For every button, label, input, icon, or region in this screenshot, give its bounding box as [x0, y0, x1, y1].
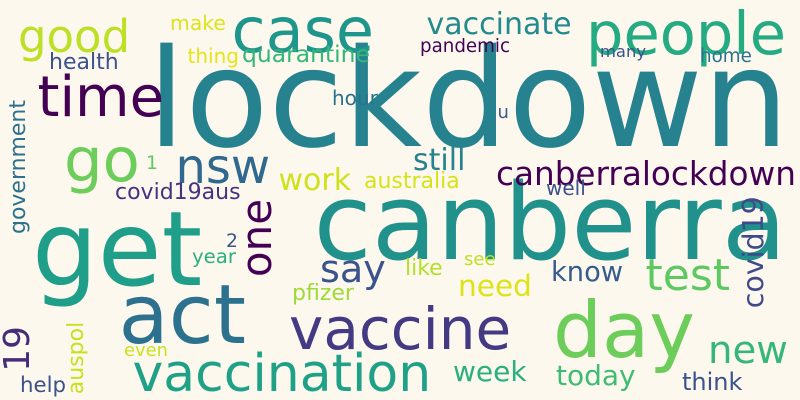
word-covid19aus: covid19aus	[115, 180, 241, 205]
word-lockdown: lockdown	[147, 21, 789, 179]
word-get: get	[32, 190, 203, 310]
word-vaccinate: vaccinate	[426, 7, 572, 42]
word-test: test	[645, 250, 731, 301]
word-auspol: auspol	[64, 321, 90, 395]
word-well: well	[546, 176, 586, 200]
word-time: time	[37, 65, 165, 130]
word-case: case	[231, 0, 375, 67]
word-pandemic: pandemic	[420, 36, 511, 57]
word-people: people	[586, 0, 786, 68]
word-thing: thing	[187, 44, 239, 68]
word-year: year	[192, 245, 236, 268]
word-see: see	[464, 249, 496, 270]
word-even: even	[124, 340, 168, 361]
word-work: work	[278, 163, 352, 198]
word-australia: australia	[364, 169, 460, 194]
word-make: make	[170, 11, 226, 35]
word-1: 1	[146, 152, 158, 174]
word-act: act	[118, 268, 246, 363]
word-go: go	[64, 125, 140, 196]
word-health: health	[49, 50, 119, 75]
word-covid19: covid19	[736, 196, 770, 309]
word-canberralockdown: canberralockdown	[496, 154, 796, 193]
word-need: need	[458, 269, 532, 303]
word-like: like	[405, 256, 443, 281]
word-19: 19	[0, 326, 38, 372]
word-say: say	[320, 247, 386, 291]
word-nsw: nsw	[175, 139, 271, 195]
word-help: help	[20, 372, 67, 398]
word-hour: hour	[332, 86, 378, 110]
word-government: government	[5, 100, 31, 234]
word-2: 2	[226, 230, 238, 252]
word-week: week	[453, 355, 527, 388]
word-new: new	[708, 327, 788, 373]
word-vaccination: vaccination	[132, 344, 432, 400]
word-quarantine: quarantine	[242, 39, 370, 68]
word-many: many	[600, 42, 647, 61]
word-today: today	[556, 359, 636, 392]
word-still: still	[413, 143, 466, 178]
word-home: home	[700, 46, 752, 67]
word-one: one	[232, 198, 282, 278]
word-know: know	[551, 256, 624, 288]
word-u: u	[497, 102, 509, 123]
word-canberra: canberra	[313, 161, 787, 284]
word-think: think	[682, 368, 743, 396]
word-pfizer: pfizer	[292, 281, 354, 306]
word-day: day	[553, 285, 695, 376]
word-vaccine: vaccine	[289, 295, 512, 363]
word-good: good	[18, 9, 131, 63]
